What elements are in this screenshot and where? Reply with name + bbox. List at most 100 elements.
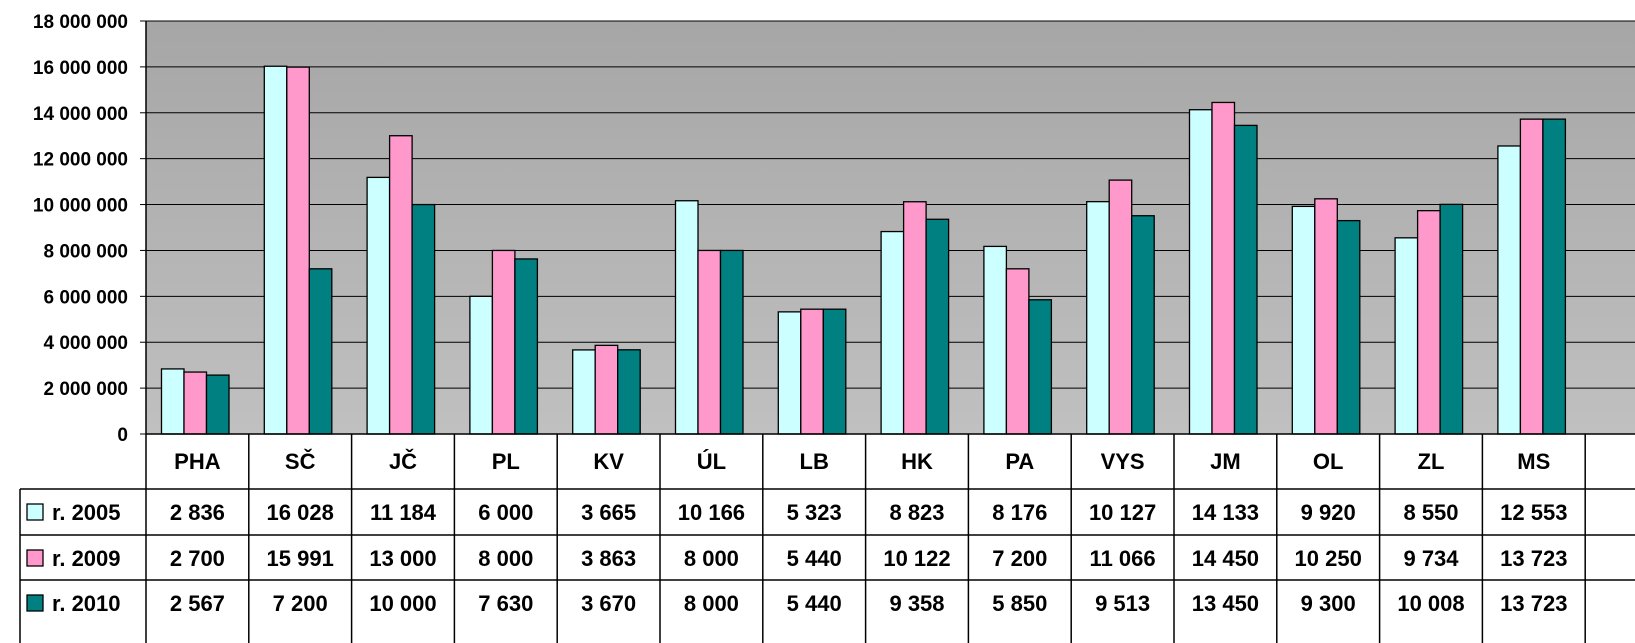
- category-label: PL: [492, 449, 520, 474]
- table-value: 9 734: [1403, 546, 1459, 571]
- legend-label: r. 2010: [52, 591, 121, 616]
- bar-r-2010-4: [617, 349, 641, 435]
- table-value: 10 000: [369, 591, 436, 616]
- table-value: 8 000: [684, 591, 739, 616]
- bar-r-2005-6: [777, 311, 802, 435]
- category-label: VYS: [1101, 449, 1145, 474]
- legend-swatch: [26, 549, 44, 567]
- table-value: 9 300: [1301, 591, 1356, 616]
- bar-r-2010-10: [1233, 124, 1258, 435]
- legend-label: r. 2009: [52, 546, 121, 571]
- y-tick-label: 18 000 000: [33, 12, 128, 33]
- category-label: LB: [800, 449, 829, 474]
- bar-r-2005-8: [983, 245, 1008, 435]
- y-tick-label: 8 000 000: [43, 241, 128, 262]
- bar-r-2005-2: [366, 176, 391, 435]
- table-value: 9 513: [1095, 591, 1150, 616]
- axes: [140, 20, 1635, 435]
- category-label: OL: [1313, 449, 1344, 474]
- legend-swatch: [26, 594, 44, 612]
- data-table: PHA SČ JČ PL KV ÚL LB HK PA VYS JM OL ZL MS r. 2005 2 8…: [19, 434, 1635, 643]
- category-label: SČ: [285, 449, 316, 474]
- y-tick-label: 2 000 000: [43, 379, 128, 400]
- table-value: 5 850: [992, 591, 1047, 616]
- bar-r-2009-8: [1005, 268, 1030, 435]
- table-value: 3 670: [581, 591, 636, 616]
- table-value: 6 000: [478, 500, 533, 525]
- bar-r-2005-0: [160, 368, 185, 435]
- bar-r-2009-9: [1108, 179, 1133, 435]
- bar-r-2005-3: [469, 295, 494, 435]
- y-tick-label: 10 000 000: [33, 196, 128, 217]
- bar-r-2009-10: [1211, 101, 1236, 435]
- bar-r-2005-7: [880, 230, 905, 435]
- table-value: 13 000: [369, 546, 436, 571]
- table-value: 13 723: [1500, 591, 1567, 616]
- table-value: 8 000: [684, 546, 739, 571]
- y-tick-label: 4 000 000: [43, 333, 128, 354]
- bar-r-2009-0: [183, 371, 208, 435]
- table-value: 14 450: [1192, 546, 1259, 571]
- legend-swatch: [26, 503, 44, 521]
- category-label: JČ: [389, 449, 417, 474]
- y-axis-tick-labels: 0 2 000 000 4 000 000 6 000 000 8 000 000 10 …: [33, 12, 128, 446]
- table-value: 10 127: [1089, 500, 1156, 525]
- category-label: JM: [1210, 449, 1241, 474]
- table-value: 10 166: [678, 500, 745, 525]
- y-tick-label: 12 000 000: [33, 150, 128, 171]
- table-value: 7 630: [478, 591, 533, 616]
- y-tick-label: 0: [117, 425, 128, 446]
- bar-r-2010-7: [925, 218, 950, 435]
- category-label: ZL: [1418, 449, 1445, 474]
- table-value: 11 184: [370, 500, 437, 525]
- table-value: 2 836: [170, 500, 225, 525]
- bar-r-2010-12: [1439, 203, 1464, 435]
- table-value: 10 250: [1295, 546, 1362, 571]
- bar-r-2009-2: [388, 135, 413, 435]
- table-value: 15 991: [267, 546, 334, 571]
- bar-r-2009-4: [594, 344, 619, 435]
- table-value: 2 700: [170, 546, 225, 571]
- bar-r-2009-3: [491, 249, 516, 435]
- bar-r-2009-11: [1314, 198, 1338, 435]
- table-value: 7 200: [992, 546, 1047, 571]
- bar-r-2010-3: [514, 258, 539, 435]
- y-tick-label: 6 000 000: [43, 287, 128, 308]
- category-label: PA: [1005, 449, 1034, 474]
- bar-r-2010-6: [822, 308, 847, 435]
- bar-r-2005-13: [1497, 145, 1522, 435]
- bar-r-2009-7: [902, 201, 927, 435]
- bar-r-2009-1: [286, 66, 310, 435]
- table-value: 3 863: [581, 546, 636, 571]
- bar-r-2009-13: [1519, 118, 1544, 435]
- bar-r-2010-5: [719, 249, 744, 435]
- bar-r-2005-12: [1394, 237, 1419, 435]
- table-value: 11 066: [1090, 546, 1156, 571]
- table-value: 5 440: [787, 546, 842, 571]
- legend-label: r. 2005: [52, 500, 121, 525]
- y-tick-label: 16 000 000: [33, 58, 128, 79]
- table-value: 8 550: [1403, 500, 1458, 525]
- table-value: 8 823: [889, 500, 944, 525]
- bar-r-2005-4: [572, 349, 596, 435]
- table-value: 13 723: [1500, 546, 1567, 571]
- table-value: 7 200: [273, 591, 328, 616]
- y-tick-label: 14 000 000: [33, 104, 128, 125]
- bar-r-2009-6: [800, 308, 824, 435]
- bar-r-2010-8: [1028, 299, 1053, 435]
- table-value: 5 440: [787, 591, 842, 616]
- category-label: MS: [1517, 449, 1550, 474]
- category-label: ÚL: [697, 449, 726, 474]
- table-value: 8 000: [478, 546, 533, 571]
- bar-r-2010-11: [1336, 219, 1361, 435]
- table-value: 9 920: [1301, 500, 1356, 525]
- category-label: HK: [901, 449, 933, 474]
- table-value: 13 450: [1192, 591, 1259, 616]
- bar-r-2005-5: [674, 200, 699, 435]
- table-value: 16 028: [267, 500, 334, 525]
- table-value: 9 358: [889, 591, 944, 616]
- table-value: 5 323: [787, 500, 842, 525]
- table-value: 3 665: [581, 500, 636, 525]
- table-value: 14 133: [1192, 500, 1259, 525]
- bar-r-2009-5: [697, 249, 722, 435]
